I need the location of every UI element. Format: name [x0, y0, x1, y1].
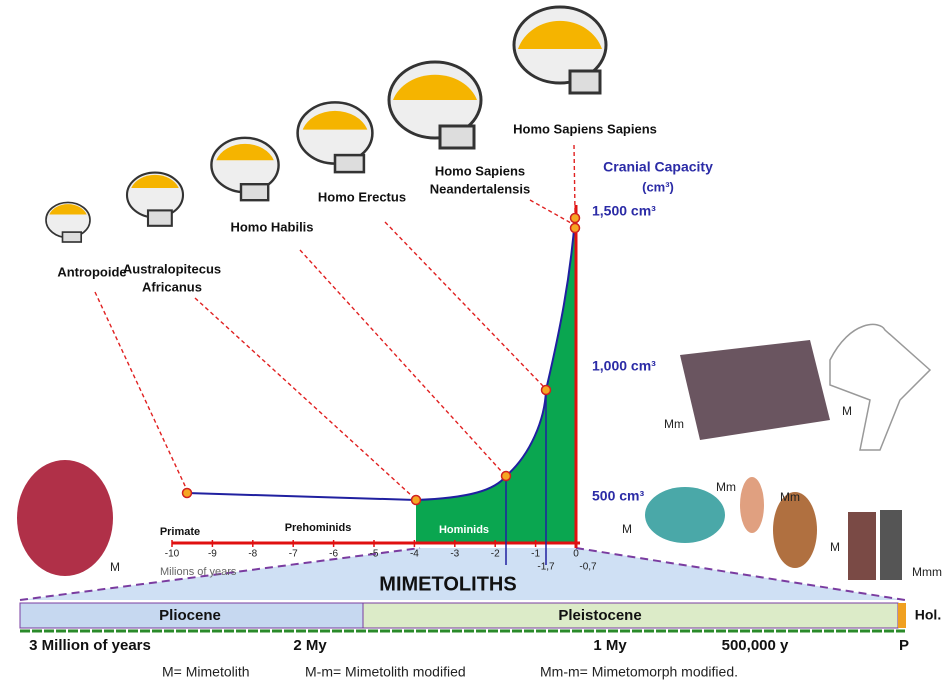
photo	[848, 512, 876, 580]
photo-label: Mm	[664, 417, 684, 431]
band-title: MIMETOLITHS	[379, 573, 516, 595]
photo-label: Mm	[716, 480, 736, 494]
photo	[680, 340, 830, 440]
photo-label: M	[110, 560, 120, 574]
epoch: Pleistocene	[558, 607, 641, 624]
arrow	[195, 298, 412, 496]
timeline-label: 1 My	[593, 637, 627, 654]
point	[542, 386, 551, 395]
skull	[46, 202, 90, 242]
photo-label: Mm	[780, 490, 800, 504]
infographic: MIMETOLITHS Pliocene Pleistocene Hol. 3 …	[0, 0, 952, 686]
skull	[514, 7, 606, 93]
timeline-label: 2 My	[293, 637, 327, 654]
x-tick-label: 0	[573, 549, 579, 560]
x-tick-label: -5	[370, 549, 379, 560]
x-tick-label: -7	[289, 549, 298, 560]
arrow	[385, 222, 543, 386]
x-tick-label: -6	[329, 549, 338, 560]
x-tick-label: -10	[165, 549, 180, 560]
photo-label: M	[842, 404, 852, 418]
y-label: 1,500 cm³	[592, 203, 656, 219]
x-tick: -0,7	[579, 562, 597, 573]
legend-item: M-m= Mimetolith modified	[305, 664, 466, 680]
species-label: Homo Erectus	[318, 189, 406, 204]
axis-title: Cranial Capacity	[603, 159, 713, 175]
species-label: Homo Habilis	[230, 219, 313, 234]
point	[571, 214, 580, 223]
legend-item: Mm-m= Mimetomorph modified.	[540, 664, 738, 680]
x-tick-label: -3	[450, 549, 459, 560]
stage: Hominids	[439, 524, 489, 536]
photo	[645, 487, 725, 543]
species-label: Antropoide	[57, 264, 126, 279]
x-tick-label: -1	[531, 549, 540, 560]
arrow	[300, 250, 502, 472]
x-tick: -1,7	[537, 562, 555, 573]
y-label: 1,000 cm³	[592, 358, 656, 374]
x-tick-label: -2	[491, 549, 500, 560]
stage: Primate	[160, 526, 200, 538]
photo	[740, 477, 764, 533]
photo-label: M	[622, 522, 632, 536]
legend-item: M= Mimetolith	[162, 664, 250, 680]
holocene-bar	[898, 603, 906, 628]
x-tick-label: -9	[208, 549, 217, 560]
epoch: Hol.	[915, 607, 941, 623]
timeline-label: P	[899, 637, 909, 654]
arrow	[95, 292, 186, 488]
point	[502, 472, 511, 481]
arrow	[574, 145, 575, 212]
photo	[880, 510, 902, 580]
skull	[211, 138, 278, 200]
hominid-area	[416, 218, 576, 543]
point	[571, 224, 580, 233]
timeline-label: 3 Million of years	[29, 637, 151, 654]
photo-label: Mmm	[912, 565, 942, 579]
photo	[17, 460, 113, 576]
arrow	[530, 200, 571, 223]
timeline-label: 500,000 y	[722, 637, 789, 654]
species-label: Homo Sapiens	[435, 163, 525, 178]
species-label: Neandertalensis	[430, 181, 530, 196]
point	[412, 496, 421, 505]
capacity-curve	[187, 493, 416, 500]
epoch: Pliocene	[159, 607, 221, 624]
species-label: Australopitecus	[123, 261, 221, 276]
skull	[298, 102, 373, 172]
x-tick-label: -8	[248, 549, 257, 560]
y-label: 500 cm³	[592, 488, 644, 504]
axis-unit: (cm³)	[642, 179, 674, 194]
x-tick-label: -4	[410, 549, 419, 560]
stage: Prehominids	[285, 522, 352, 534]
species-label: Homo Sapiens Sapiens	[513, 121, 657, 136]
photo	[830, 324, 930, 450]
x-axis-label: Milions of years	[160, 566, 237, 578]
photo-label: M	[830, 540, 840, 554]
species-label: Africanus	[142, 279, 202, 294]
skull	[389, 62, 481, 148]
skull	[127, 173, 183, 226]
point	[183, 489, 192, 498]
